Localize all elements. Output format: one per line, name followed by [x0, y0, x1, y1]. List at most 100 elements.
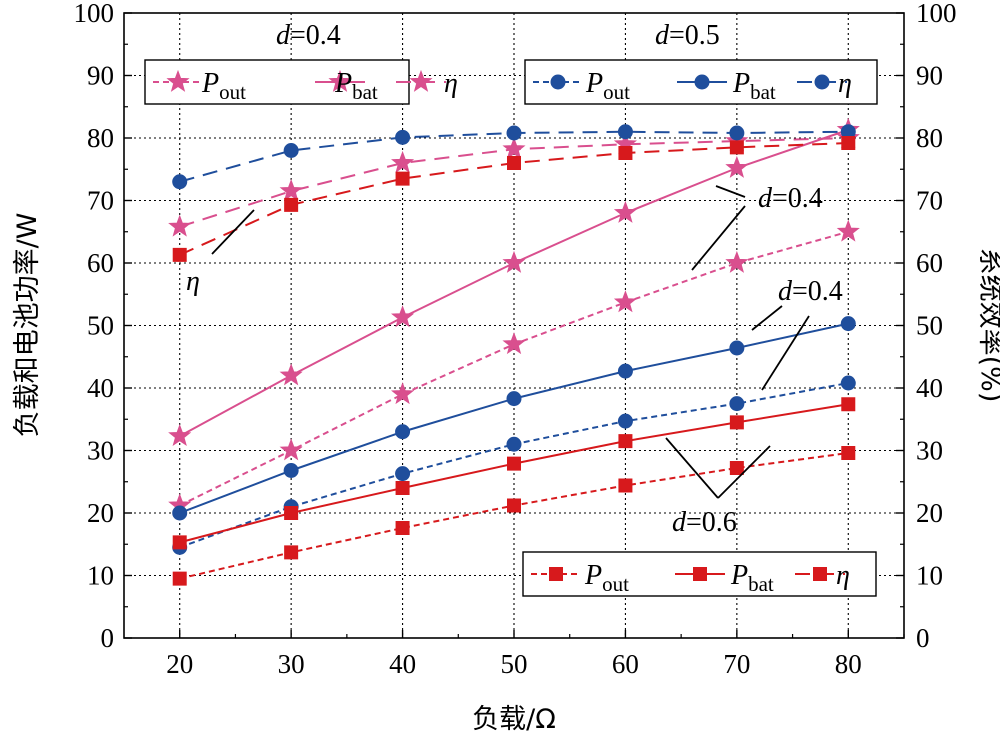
annotation-var: d — [778, 276, 793, 307]
y-right-tick-label: 30 — [916, 436, 943, 466]
data-point — [729, 125, 745, 141]
legend-label-main: η — [836, 560, 850, 591]
y-axis-left-title: 负载和电池功率/W — [12, 213, 43, 438]
data-point — [172, 174, 188, 190]
x-tick-label: 20 — [166, 649, 193, 679]
y-left-tick-label: 10 — [87, 561, 114, 591]
legend-label-main: P — [584, 560, 602, 591]
data-point — [617, 124, 633, 140]
data-point — [391, 150, 415, 173]
legend-label-sub: bat — [352, 80, 378, 104]
data-point — [506, 436, 522, 452]
data-point — [725, 250, 749, 273]
data-point — [613, 290, 637, 313]
data-point — [729, 140, 744, 155]
legend-label: Pout — [585, 68, 630, 104]
annotation-text: =0.6 — [686, 507, 737, 538]
data-point — [502, 250, 526, 273]
legend-label-sub: out — [602, 572, 629, 596]
data-point — [395, 481, 410, 495]
series-d06-pout — [172, 446, 856, 586]
annotation-leader-line — [691, 205, 746, 271]
data-point — [507, 156, 521, 170]
y-right-tick-label: 0 — [916, 623, 930, 653]
legend-marker — [409, 69, 433, 92]
legend-d04: Pout Pbat η — [144, 59, 458, 105]
data-point — [172, 535, 187, 550]
svg-text:d=0.4: d=0.4 — [778, 276, 843, 307]
annotation-var: η — [186, 266, 200, 297]
plot-series — [168, 117, 860, 586]
data-point — [284, 545, 299, 560]
annotation-leader-line — [751, 305, 783, 331]
data-point — [613, 200, 637, 223]
data-point — [617, 363, 633, 379]
data-point — [502, 332, 526, 355]
annotation-d04-top: d=0.4 — [276, 20, 341, 51]
legend-label-main: η — [444, 68, 458, 99]
data-point — [172, 571, 187, 586]
data-point — [395, 129, 411, 145]
svg-text:d=0.6: d=0.6 — [672, 507, 737, 538]
legend-label-sub: bat — [748, 572, 774, 596]
data-point — [618, 146, 633, 160]
svg-text:d=0.5: d=0.5 — [655, 20, 720, 51]
annotation-var: d — [276, 20, 291, 51]
data-point — [391, 382, 415, 405]
annotation-text: =0.4 — [772, 183, 823, 214]
y-left-tick-label: 50 — [87, 311, 114, 341]
data-point — [729, 340, 745, 356]
data-point — [725, 155, 749, 178]
data-point — [729, 461, 744, 475]
legend-marker — [814, 74, 830, 90]
y-left-tick-label: 90 — [87, 61, 114, 91]
data-point — [395, 521, 410, 535]
data-point — [279, 178, 303, 201]
legend-marker — [328, 69, 352, 92]
legend-label: η — [838, 68, 852, 99]
data-point — [395, 466, 411, 482]
y-right-tick-label: 70 — [916, 186, 943, 216]
legend-label: Pbat — [334, 68, 378, 104]
legend-marker — [166, 69, 190, 92]
annotation-d04-pink: d=0.4 — [691, 183, 823, 271]
series-d05-eta — [172, 124, 856, 190]
series-d06-eta — [172, 136, 856, 262]
data-point — [284, 506, 299, 520]
y-left-tick-label: 0 — [101, 623, 115, 653]
legend-marker — [549, 567, 563, 581]
y-left-tick-label: 60 — [87, 248, 114, 278]
annotation-var: d — [655, 20, 670, 51]
data-point — [840, 124, 856, 140]
x-tick-label: 50 — [501, 649, 528, 679]
data-point — [507, 498, 521, 513]
data-point — [618, 434, 633, 449]
annotation-text: =0.4 — [792, 276, 843, 307]
data-point — [840, 375, 856, 391]
data-point — [729, 396, 745, 412]
data-point — [841, 446, 856, 460]
data-point — [841, 136, 856, 150]
data-point — [391, 305, 415, 328]
legend-marker — [693, 567, 707, 581]
data-point — [841, 397, 856, 412]
legend-label-main: P — [732, 68, 750, 99]
data-point — [172, 505, 188, 521]
annotation-text: =0.5 — [669, 20, 720, 51]
data-point — [506, 391, 522, 407]
legend-label-sub: out — [603, 80, 630, 104]
annotation-leader-line — [715, 185, 746, 198]
legend-d05: Pout Pbat η — [524, 59, 878, 105]
data-point — [506, 125, 522, 141]
data-point — [283, 143, 299, 158]
legend-d06: Pout Pbat η — [522, 551, 877, 597]
annotation-var: d — [758, 183, 773, 214]
series-d05-pbat — [172, 316, 856, 521]
legend-marker — [694, 74, 710, 90]
annotation-leader-line — [717, 445, 771, 499]
legend-label-main: P — [201, 68, 219, 99]
x-tick-label: 30 — [278, 649, 305, 679]
annotation-leader-line — [211, 209, 255, 255]
legend-label: Pout — [201, 68, 246, 104]
